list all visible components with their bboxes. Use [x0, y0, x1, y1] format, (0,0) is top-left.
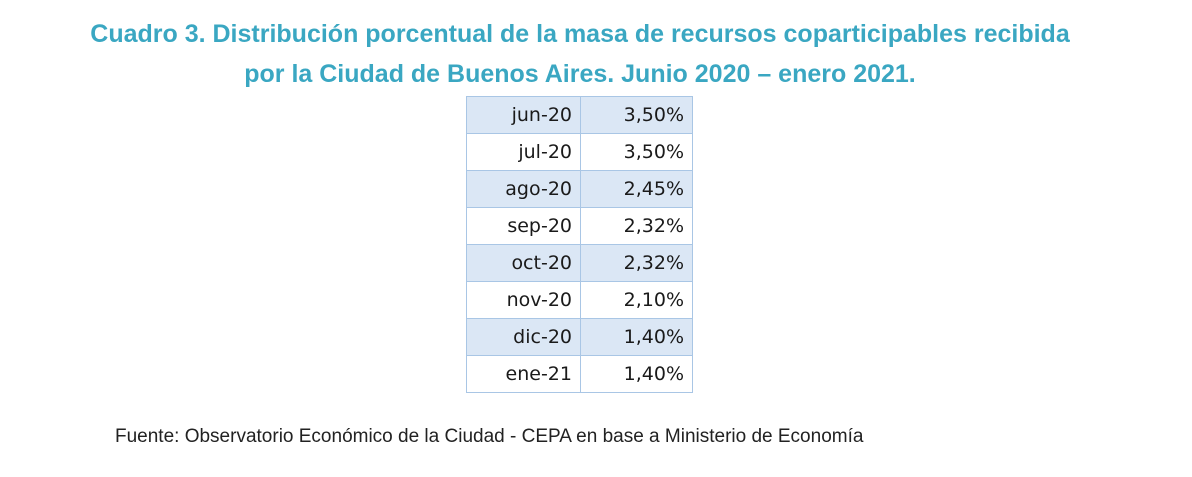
month-cell: ago-20 [466, 170, 581, 208]
percent-cell: 2,10% [580, 281, 693, 319]
month-cell: ene-21 [466, 355, 581, 393]
month-cell: jul-20 [466, 133, 581, 171]
table-row: jul-20 3,50% [466, 133, 693, 171]
month-cell: jun-20 [466, 96, 581, 134]
month-cell: sep-20 [466, 207, 581, 245]
table-row: ene-21 1,40% [466, 355, 693, 393]
source-note: Fuente: Observatorio Económico de la Ciu… [115, 426, 864, 447]
table-row: ago-20 2,45% [466, 170, 693, 208]
percent-cell: 1,40% [580, 355, 693, 393]
month-cell: oct-20 [466, 244, 581, 282]
table-row: dic-20 1,40% [466, 318, 693, 356]
table-title-line-2: por la Ciudad de Buenos Aires. Junio 202… [244, 60, 916, 88]
percent-cell: 2,32% [580, 207, 693, 245]
table-row: nov-20 2,10% [466, 281, 693, 319]
month-cell: dic-20 [466, 318, 581, 356]
percent-cell: 2,45% [580, 170, 693, 208]
table-title-line-1: Cuadro 3. Distribución porcentual de la … [90, 20, 1070, 48]
table-row: oct-20 2,32% [466, 244, 693, 282]
percent-cell: 3,50% [580, 133, 693, 171]
distribution-table: jun-20 3,50% jul-20 3,50% ago-20 2,45% s… [466, 96, 693, 393]
percent-cell: 2,32% [580, 244, 693, 282]
percent-cell: 1,40% [580, 318, 693, 356]
table-row: jun-20 3,50% [466, 96, 693, 134]
table-title: Cuadro 3. Distribución porcentual de la … [0, 14, 1160, 94]
table-row: sep-20 2,32% [466, 207, 693, 245]
percent-cell: 3,50% [580, 96, 693, 134]
month-cell: nov-20 [466, 281, 581, 319]
